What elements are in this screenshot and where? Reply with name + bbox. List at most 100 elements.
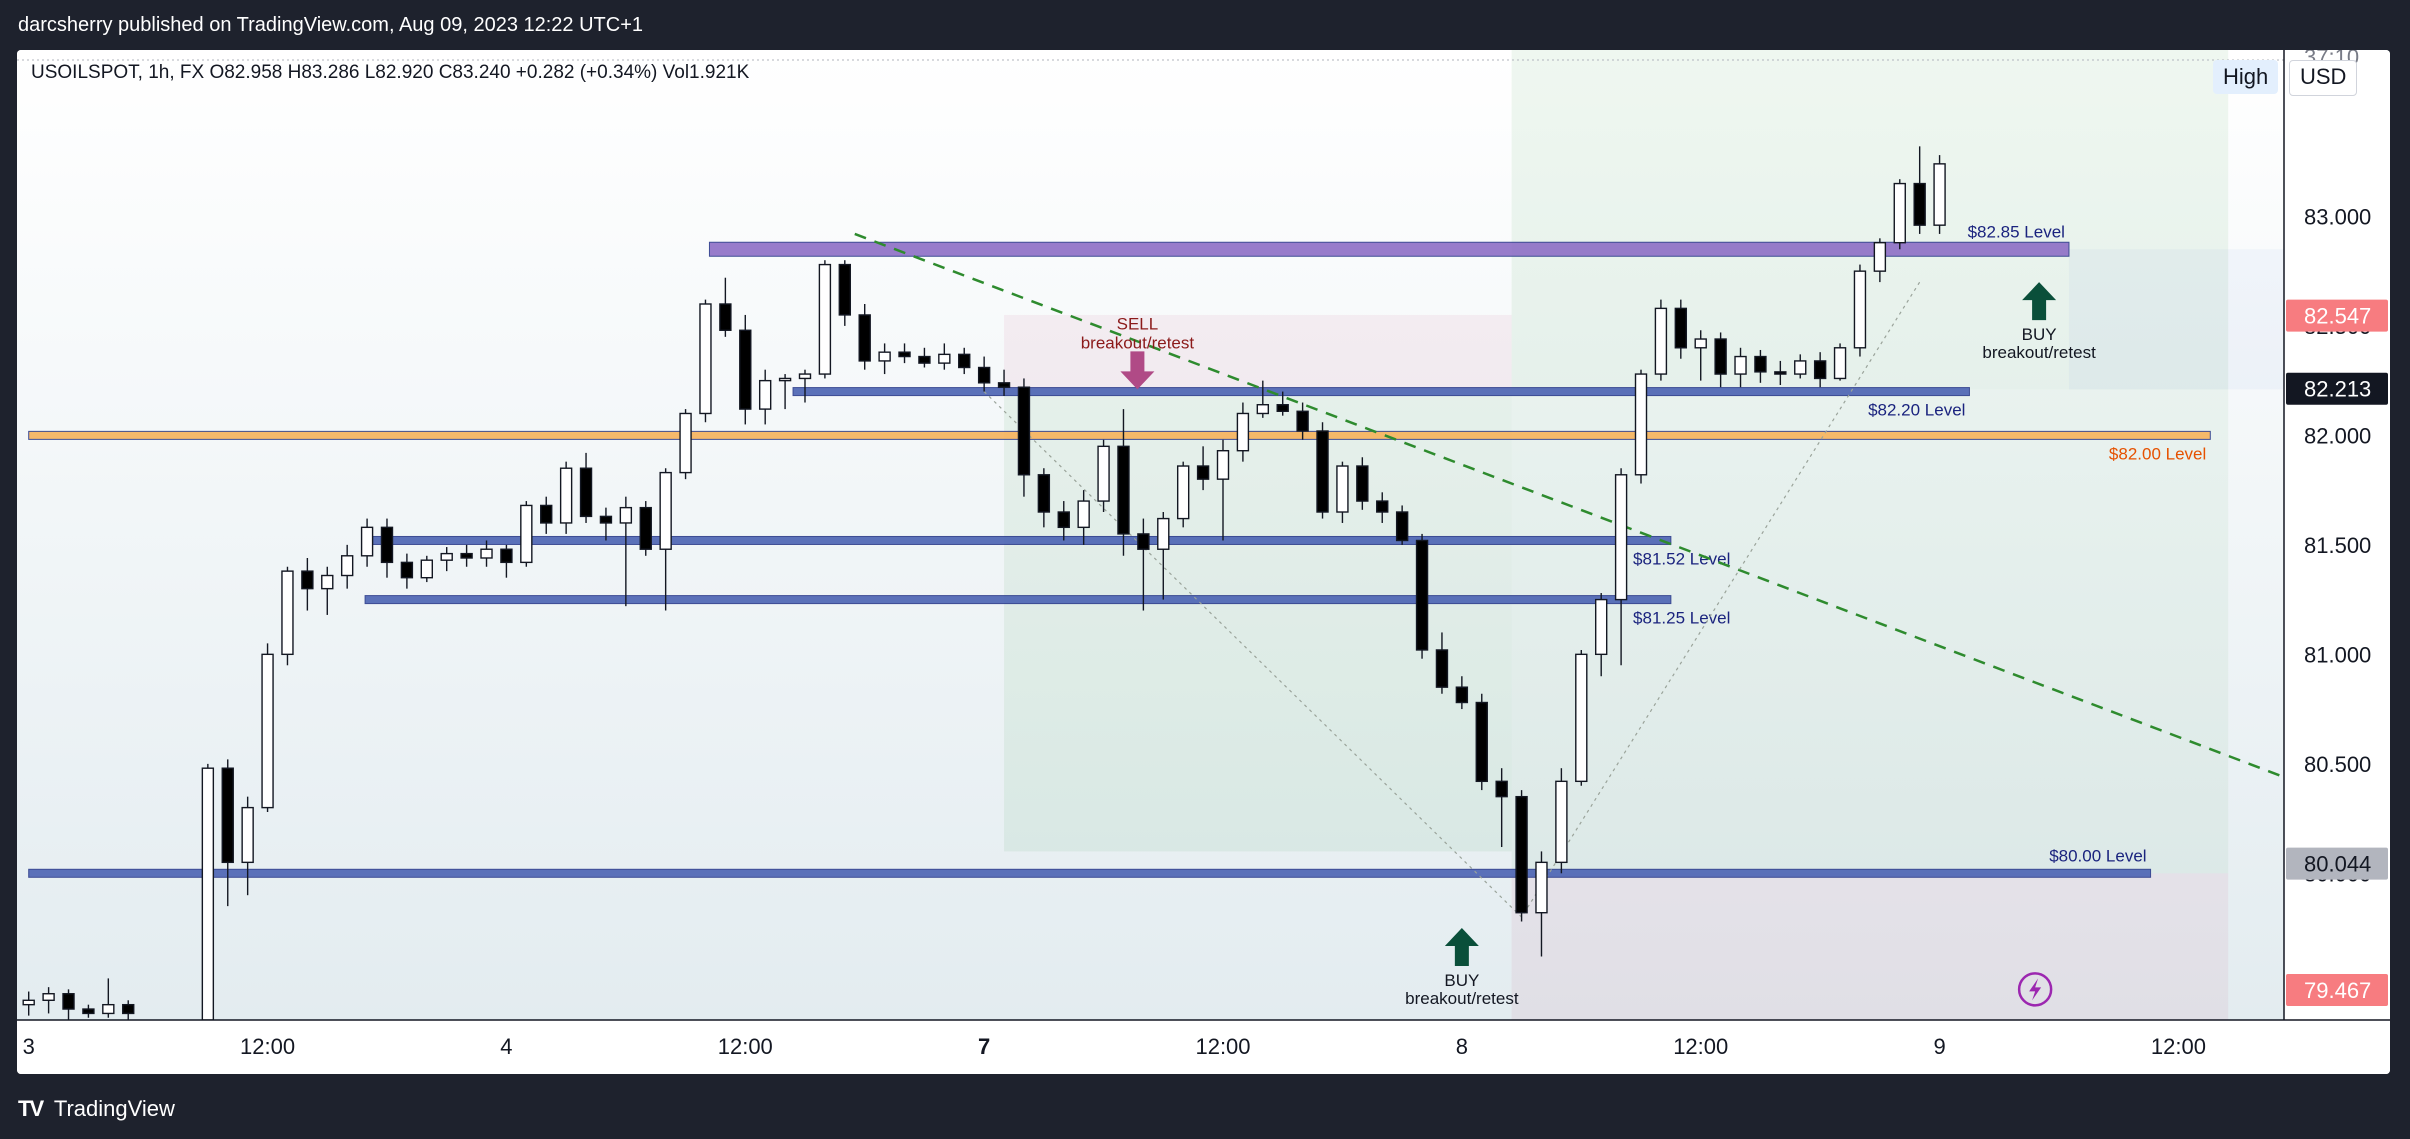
candle-42 — [918, 347, 931, 368]
candle-body — [201, 767, 215, 1021]
y-tick-label-4: 81.000 — [2304, 642, 2371, 667]
candle-4 — [102, 978, 115, 1018]
candle-body — [420, 559, 433, 579]
x-tick-label-0: 3 — [23, 1034, 35, 1059]
candle-body — [1634, 373, 1648, 476]
candle-body — [1356, 465, 1369, 502]
candle-body — [798, 373, 812, 380]
long-target-zone — [1511, 50, 2229, 390]
level-label-0: $82.85 Level — [1968, 222, 2065, 241]
price-tag-bg-4 — [2286, 974, 2388, 1007]
candle-body — [997, 382, 1011, 388]
tradingview-brand[interactable]: TV TradingView — [18, 1096, 175, 1122]
candle-9 — [261, 643, 274, 812]
candle-body — [1853, 270, 1867, 349]
x-tick-label-2: 4 — [500, 1034, 512, 1059]
level-box-3 — [364, 535, 1672, 545]
candle-body — [1614, 474, 1628, 601]
candle-46 — [997, 369, 1011, 396]
y-tick-label-5: 80.500 — [2304, 752, 2371, 777]
candle-92 — [1913, 146, 1926, 234]
candle-body — [1057, 511, 1070, 529]
level-box-5 — [28, 868, 2152, 878]
candle-44 — [958, 347, 971, 375]
candle-32 — [719, 277, 732, 337]
candle-87 — [1813, 352, 1827, 388]
candle-88 — [1833, 343, 1847, 381]
candle-24 — [559, 461, 573, 534]
candle-body — [1455, 686, 1469, 704]
candle-body — [122, 1003, 135, 1015]
candle-41 — [898, 343, 911, 364]
candle-39 — [858, 303, 871, 370]
candle-body — [898, 351, 911, 358]
candle-body — [1176, 465, 1190, 520]
candle-body — [758, 379, 772, 410]
candle-27 — [619, 496, 633, 607]
candle-body — [380, 526, 394, 564]
candle-74 — [1555, 768, 1568, 874]
level-label-2: $82.00 Level — [2109, 444, 2206, 463]
candle-body — [1813, 360, 1827, 380]
candle-body — [699, 303, 712, 415]
candle-3 — [82, 1004, 95, 1018]
price-tag-3: 80.044 — [2304, 852, 2371, 877]
level-box-0 — [708, 241, 2070, 257]
candle-body — [1296, 410, 1309, 432]
candle-body — [559, 467, 573, 524]
candle-79 — [1654, 299, 1668, 381]
x-tick-label-9: 12:00 — [2151, 1034, 2206, 1059]
candle-body — [818, 263, 832, 375]
candle-21 — [500, 544, 513, 578]
candle-body — [1017, 386, 1031, 476]
candle-64 — [1356, 457, 1369, 510]
candle-body — [540, 504, 553, 524]
buy-arrow-high-icon — [2022, 282, 2057, 321]
chart-area[interactable]: $82.85 Level $82.20 Level $82.00 Level $81.… — [17, 50, 2390, 1074]
candle-body — [1754, 355, 1767, 373]
candle-19 — [460, 544, 473, 567]
candle-body — [958, 353, 971, 369]
candle-23 — [540, 496, 553, 534]
candle-61 — [1296, 402, 1309, 440]
candle-0 — [22, 991, 35, 1016]
candle-38 — [838, 260, 852, 326]
candle-body — [400, 561, 414, 579]
candle-body — [659, 471, 672, 550]
candle-body — [977, 366, 991, 384]
short-stop-zone — [1004, 314, 1512, 390]
candle-65 — [1376, 492, 1389, 523]
candle-53 — [1137, 518, 1150, 611]
candle-body — [838, 263, 852, 316]
candle-body — [619, 506, 633, 524]
buy-label: BUY — [1444, 971, 1479, 990]
long-stop-zone — [1511, 873, 2229, 1020]
price-tag-bg-3 — [2286, 847, 2388, 880]
candle-34 — [758, 369, 772, 425]
long-entry-zone — [1511, 389, 2229, 874]
high-button[interactable]: High — [2213, 60, 2279, 94]
candle-33 — [739, 314, 752, 425]
candle-body — [321, 574, 334, 590]
price-tag-2: 82.213 — [2304, 377, 2371, 402]
candle-10 — [281, 566, 294, 666]
candle-body — [878, 351, 891, 362]
candle-body — [1515, 795, 1528, 914]
candle-body — [778, 377, 792, 382]
candle-body — [1316, 430, 1329, 513]
candle-56 — [1196, 446, 1210, 491]
price-chart[interactable]: $82.85 Level $82.20 Level $82.00 Level $81.… — [17, 50, 2390, 1074]
candle-body — [360, 526, 374, 557]
candle-36 — [798, 369, 812, 403]
currency-button[interactable]: USD — [2289, 60, 2358, 96]
candle-68 — [1435, 632, 1449, 694]
lightning-icon[interactable] — [2017, 972, 2053, 1007]
x-tick-label-3: 12:00 — [718, 1034, 773, 1059]
candle-body — [1734, 355, 1747, 375]
candle-body — [241, 806, 254, 864]
candle-body — [480, 548, 493, 559]
candle-78 — [1634, 369, 1648, 484]
candle-58 — [1236, 402, 1250, 462]
footer-bar: TV TradingView — [0, 1074, 2410, 1139]
candle-84 — [1754, 349, 1767, 383]
